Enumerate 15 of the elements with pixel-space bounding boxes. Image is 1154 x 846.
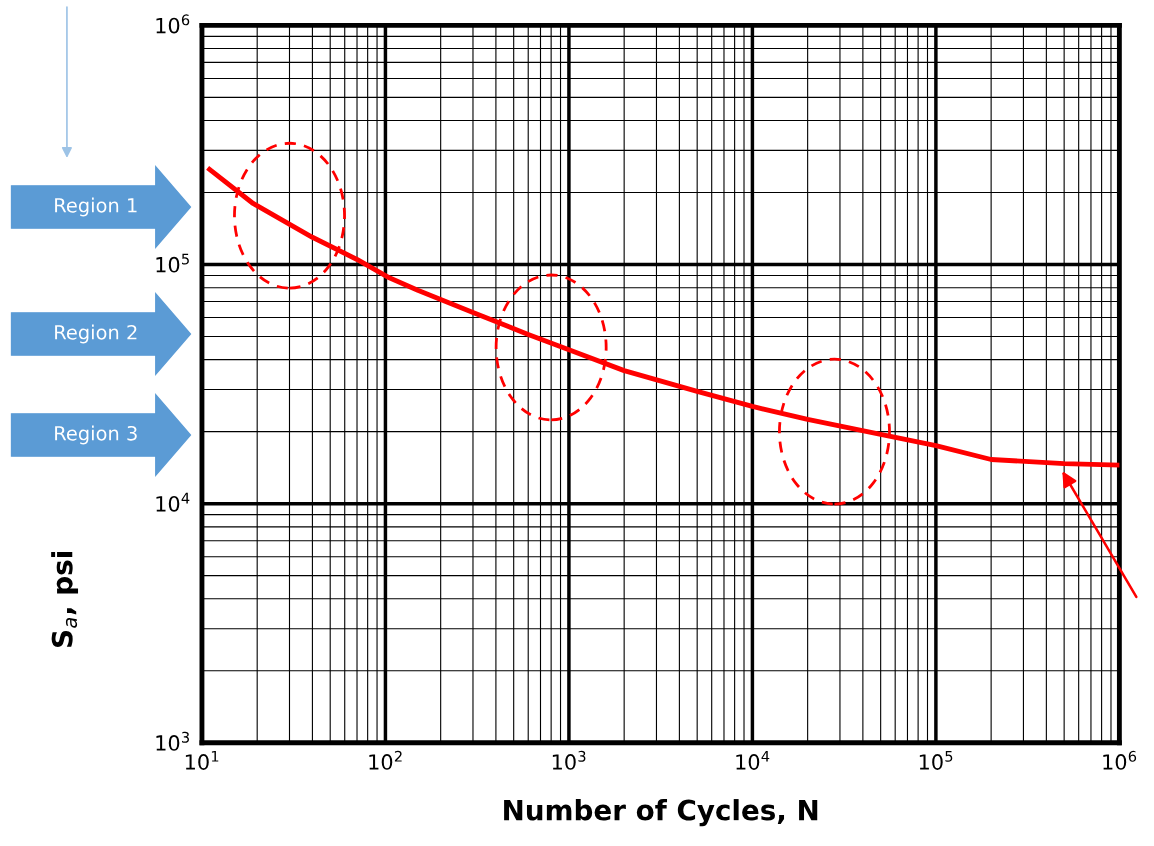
y-axis-title: S$_{a}$, psi	[51, 552, 79, 647]
text: Region 2	[55, 324, 137, 344]
x-tick-label: 10$^{2}$	[369, 750, 402, 770]
y-tick-label: 10$^{4}$	[156, 492, 190, 512]
x-tick-label: 10$^{6}$	[1103, 750, 1137, 770]
x-tick-label: 10$^{4}$	[736, 750, 770, 770]
x-tick-label: 10$^{1}$	[185, 750, 219, 770]
y-tick-label: 10$^{5}$	[156, 253, 189, 273]
x-tick-label: 10$^{5}$	[919, 750, 953, 770]
text: Region 3	[55, 425, 137, 445]
x-tick-label: 10$^{3}$	[552, 750, 586, 770]
text: Region 1	[55, 197, 137, 217]
x-axis-title: Number of Cycles, N	[504, 799, 818, 827]
y-tick-label: 10$^{3}$	[156, 731, 189, 751]
y-tick-label: 10$^{6}$	[156, 14, 190, 34]
